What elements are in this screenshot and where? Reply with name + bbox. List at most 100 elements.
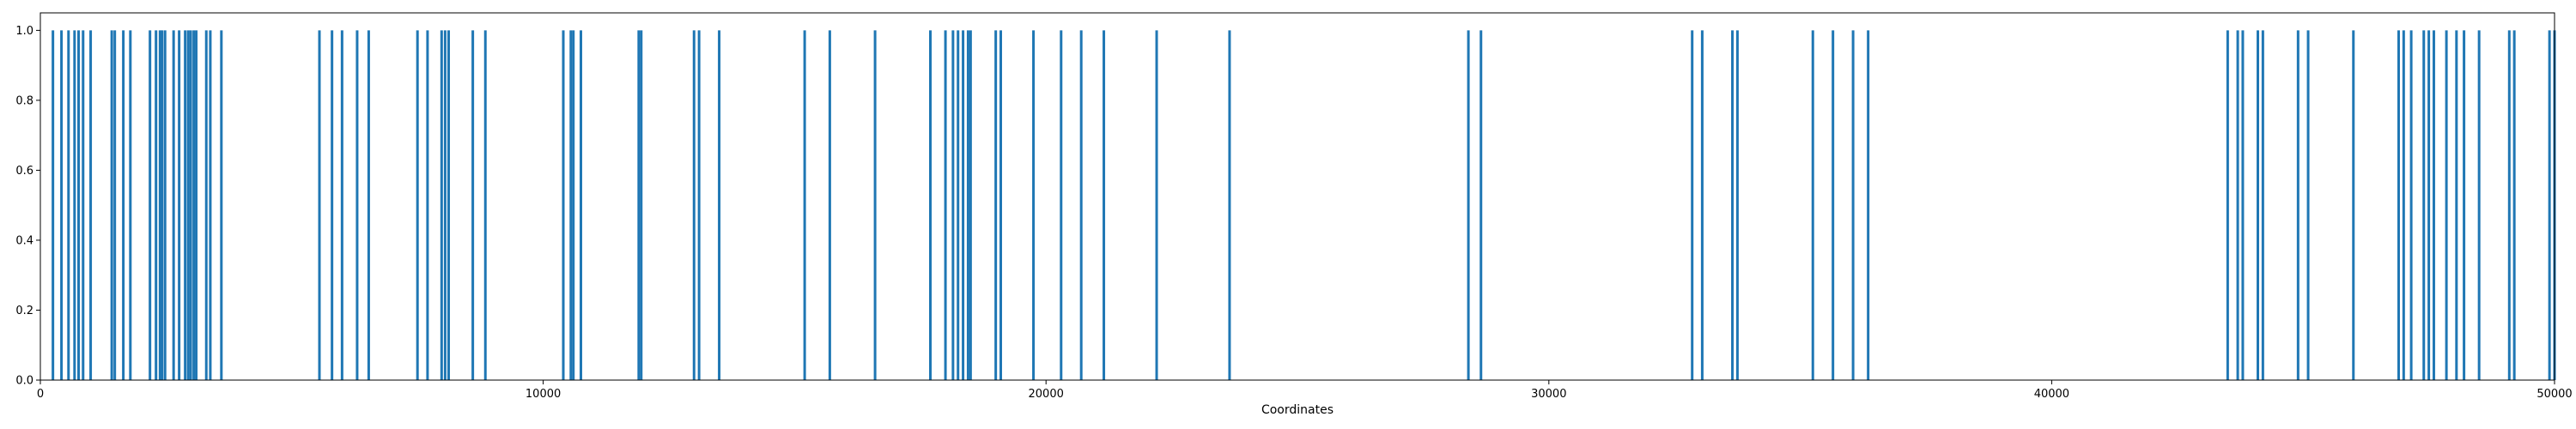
bar	[951, 30, 955, 380]
bar	[2445, 30, 2448, 380]
bar	[186, 30, 190, 380]
bar	[697, 30, 701, 380]
bar	[2422, 30, 2426, 380]
bar	[1811, 30, 1814, 380]
bar	[113, 30, 117, 380]
y-tick-label: 0.2	[15, 305, 33, 317]
bar	[355, 30, 359, 380]
bar	[2455, 30, 2458, 380]
bar	[220, 30, 223, 380]
bar	[367, 30, 370, 380]
bar	[640, 30, 643, 380]
bar	[161, 30, 164, 380]
bar	[195, 30, 198, 380]
bar	[803, 30, 806, 380]
x-tick-label: 50000	[2537, 388, 2572, 401]
bar	[483, 30, 487, 380]
bar	[1079, 30, 1083, 380]
bar	[966, 30, 969, 380]
bar	[192, 30, 196, 380]
bar	[1691, 30, 1694, 380]
bar	[178, 30, 181, 380]
y-tick-label: 0.4	[15, 234, 33, 247]
bar	[999, 30, 1002, 380]
bar	[416, 30, 419, 380]
x-tick-label: 30000	[1531, 388, 1566, 401]
bar	[1103, 30, 1106, 380]
bar	[209, 30, 212, 380]
x-tick-label: 40000	[2034, 388, 2069, 401]
bar	[1060, 30, 1063, 380]
bar	[1832, 30, 1835, 380]
bar	[443, 30, 447, 380]
bar	[2432, 30, 2435, 380]
bars-group	[52, 30, 2556, 380]
bar	[77, 30, 81, 380]
bar	[2352, 30, 2355, 380]
bar	[60, 30, 64, 380]
bar	[1467, 30, 1470, 380]
bar	[2409, 30, 2413, 380]
bar	[1700, 30, 1704, 380]
bar	[994, 30, 998, 380]
plot-frame	[39, 12, 2555, 381]
bar	[163, 30, 167, 380]
bar	[82, 30, 85, 380]
bar	[2548, 30, 2551, 380]
x-tick-label: 10000	[526, 388, 561, 401]
bar	[89, 30, 93, 380]
bar	[692, 30, 696, 380]
bar	[426, 30, 429, 380]
y-tick-label: 0.6	[15, 165, 33, 178]
bar	[1731, 30, 1735, 380]
bar	[1735, 30, 1739, 380]
bar	[340, 30, 343, 380]
bar	[2257, 30, 2259, 380]
y-tick-label: 1.0	[15, 25, 33, 38]
x-tick-label: 0	[37, 388, 44, 401]
bar	[2226, 30, 2229, 380]
bar	[2296, 30, 2300, 380]
bar	[569, 30, 573, 380]
bar	[2402, 30, 2405, 380]
bar	[562, 30, 565, 380]
bar	[52, 30, 55, 380]
bar	[471, 30, 475, 380]
bar	[637, 30, 641, 380]
bar	[873, 30, 877, 380]
bar	[2241, 30, 2245, 380]
bar	[1032, 30, 1036, 380]
y-tick-label: 0.8	[15, 94, 33, 107]
bar	[110, 30, 113, 380]
bar	[580, 30, 583, 380]
bar	[828, 30, 831, 380]
bar	[2236, 30, 2239, 380]
bar	[158, 30, 161, 380]
bar	[969, 30, 972, 380]
bar	[2512, 30, 2516, 380]
bar	[172, 30, 175, 380]
bar	[440, 30, 443, 380]
bar	[1479, 30, 1483, 380]
y-ticks-group: 0.0 0.2 0.4 0.6 0.8 1.0	[15, 25, 40, 388]
x-axis-label: Coordinates	[1261, 403, 1334, 417]
bar	[204, 30, 208, 380]
bar	[718, 30, 721, 380]
bar	[155, 30, 158, 380]
bar	[2397, 30, 2400, 380]
bar	[1851, 30, 1855, 380]
plot-background	[40, 13, 2555, 380]
bar	[2261, 30, 2264, 380]
bar	[318, 30, 321, 380]
bar	[2306, 30, 2310, 380]
bar	[2463, 30, 2466, 380]
bar	[1155, 30, 1158, 380]
bar	[122, 30, 125, 380]
bar	[572, 30, 575, 380]
x-tick-label: 20000	[1029, 388, 1064, 401]
bar	[73, 30, 76, 380]
bar	[957, 30, 960, 380]
bar	[447, 30, 451, 380]
bar	[1867, 30, 1870, 380]
